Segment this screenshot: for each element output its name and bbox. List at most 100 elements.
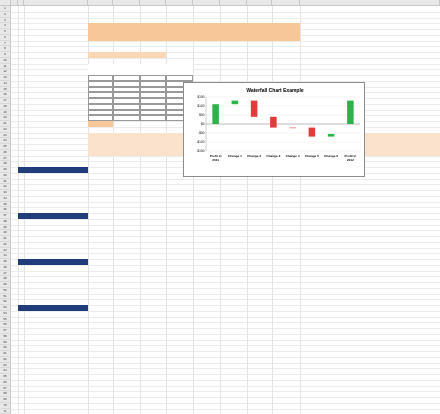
- row-header[interactable]: 63: [0, 362, 11, 369]
- select-all-corner[interactable]: [0, 0, 11, 6]
- column-heading-input[interactable]: [247, 23, 272, 35]
- row-header[interactable]: 47: [0, 270, 11, 277]
- bar-size-value[interactable]: [140, 248, 166, 254]
- flag-value[interactable]: [166, 149, 193, 156]
- bar-size-value[interactable]: [193, 265, 220, 271]
- bar-size-value[interactable]: [220, 340, 247, 346]
- row-header[interactable]: 70: [0, 402, 11, 409]
- flag-value[interactable]: [113, 132, 140, 139]
- number-input[interactable]: [247, 34, 272, 41]
- bar-size-value[interactable]: [113, 184, 140, 190]
- column-header-B[interactable]: [18, 0, 24, 6]
- row-header[interactable]: 54: [0, 310, 11, 317]
- row-header[interactable]: 19: [0, 109, 11, 116]
- bar-size-value[interactable]: [88, 340, 113, 346]
- column-heading-input[interactable]: [140, 23, 166, 35]
- bar-size-row-label[interactable]: [18, 294, 78, 300]
- column-header-A[interactable]: [11, 0, 18, 6]
- column-header-E[interactable]: [113, 0, 140, 6]
- flag-value[interactable]: [140, 138, 166, 144]
- row-header[interactable]: 4: [0, 23, 11, 29]
- flag-value[interactable]: [166, 138, 193, 144]
- row-header[interactable]: 22: [0, 126, 11, 133]
- bar-size-value[interactable]: [140, 265, 166, 271]
- bar-size-value[interactable]: [193, 340, 220, 346]
- bar-size-value[interactable]: [166, 248, 193, 254]
- row-header[interactable]: 24: [0, 138, 11, 144]
- bar-size-value[interactable]: [247, 340, 272, 346]
- column-header-H[interactable]: [193, 0, 220, 6]
- column-header-L[interactable]: [300, 0, 440, 6]
- row-header[interactable]: 17: [0, 98, 11, 104]
- row-header[interactable]: 36: [0, 207, 11, 213]
- calc-value[interactable]: [140, 109, 166, 116]
- bar-size-value[interactable]: [300, 184, 440, 190]
- row-header[interactable]: 31: [0, 178, 11, 185]
- bar-size-value[interactable]: [140, 184, 166, 190]
- column-heading-input[interactable]: [272, 23, 300, 35]
- row-header[interactable]: 45: [0, 259, 11, 265]
- column-heading-input[interactable]: [113, 23, 140, 35]
- calc-value[interactable]: [88, 109, 113, 116]
- number-input[interactable]: [88, 34, 113, 41]
- calc-value[interactable]: [140, 115, 166, 121]
- bar-size-value[interactable]: [247, 248, 272, 254]
- row-header[interactable]: 65: [0, 374, 11, 380]
- row-header[interactable]: 56: [0, 322, 11, 328]
- row-header[interactable]: 21: [0, 121, 11, 127]
- number-label[interactable]: [18, 35, 78, 41]
- column-header-K[interactable]: [272, 0, 300, 6]
- bar-size-value[interactable]: [220, 265, 247, 271]
- difference-value[interactable]: [113, 52, 140, 58]
- flag-value[interactable]: [88, 132, 113, 139]
- note-line[interactable]: [300, 35, 420, 41]
- number-input[interactable]: [272, 34, 300, 41]
- calc-value[interactable]: [140, 80, 166, 87]
- calc-value[interactable]: [140, 103, 166, 110]
- bar-size-value[interactable]: [247, 184, 272, 190]
- row-header[interactable]: 11: [0, 63, 11, 70]
- row-header[interactable]: 27: [0, 155, 11, 162]
- flag-value[interactable]: [166, 144, 193, 150]
- row-header[interactable]: 12: [0, 69, 11, 75]
- row-header[interactable]: 23: [0, 132, 11, 139]
- row-header[interactable]: 35: [0, 201, 11, 208]
- bar-size-value[interactable]: [88, 248, 113, 254]
- row-header[interactable]: 29: [0, 167, 11, 173]
- row-header[interactable]: 49: [0, 282, 11, 288]
- calc-value[interactable]: [140, 75, 166, 81]
- flag-value[interactable]: [166, 132, 193, 139]
- row-header[interactable]: 3: [0, 17, 11, 24]
- calc-value[interactable]: [113, 75, 140, 81]
- calc-value[interactable]: [88, 103, 113, 110]
- calc-value[interactable]: [113, 115, 140, 121]
- bar-size-row-label[interactable]: [18, 248, 78, 254]
- bar-size-value[interactable]: [272, 265, 300, 271]
- flag-value[interactable]: [300, 132, 440, 139]
- column-header-J[interactable]: [247, 0, 272, 6]
- row-header[interactable]: 6: [0, 34, 11, 41]
- row-header[interactable]: 32: [0, 184, 11, 190]
- row-header[interactable]: 53: [0, 305, 11, 311]
- bar-size-value[interactable]: [113, 248, 140, 254]
- flag-value[interactable]: [88, 138, 113, 144]
- row-header[interactable]: 61: [0, 351, 11, 357]
- bar-size-value[interactable]: [166, 184, 193, 190]
- flag-value[interactable]: [140, 132, 166, 139]
- fall-note[interactable]: [113, 121, 193, 127]
- calc-value[interactable]: [140, 98, 166, 104]
- difference-label[interactable]: [18, 52, 78, 58]
- calc-value[interactable]: [88, 80, 113, 87]
- calc-value[interactable]: [113, 103, 140, 110]
- row-header[interactable]: 48: [0, 276, 11, 282]
- bar-size-value[interactable]: [88, 265, 113, 271]
- column-heading-input[interactable]: [193, 23, 220, 35]
- section-description[interactable]: [88, 213, 188, 219]
- row-header[interactable]: 55: [0, 316, 11, 323]
- flag-value[interactable]: [300, 149, 440, 156]
- row-header[interactable]: 69: [0, 397, 11, 403]
- row-header[interactable]: 25: [0, 144, 11, 150]
- calc-value[interactable]: [88, 98, 113, 104]
- row-header[interactable]: 1: [0, 6, 11, 12]
